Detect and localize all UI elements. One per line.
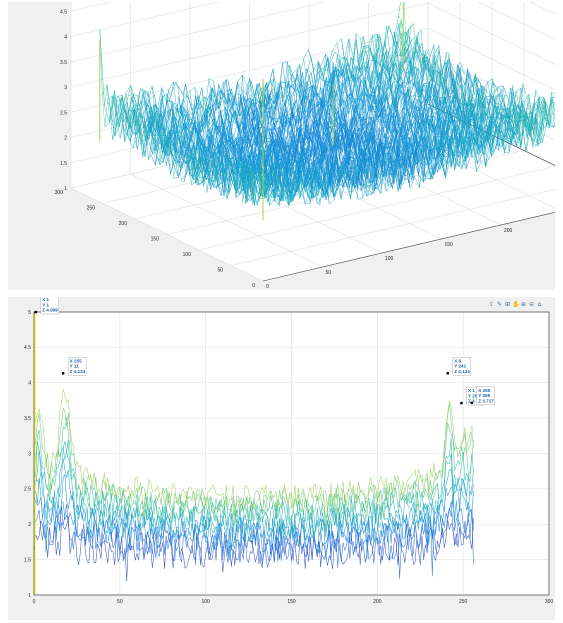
datatip-text: X 1	[42, 297, 49, 302]
x-tick-label: 200	[504, 228, 513, 234]
z-tick-label: 1	[64, 186, 67, 192]
datatip-text: Z 4.999	[42, 308, 58, 313]
datatip: X 1Y 1Z 4.999	[35, 297, 59, 314]
x-tick-label: 0	[266, 284, 269, 290]
y-tick-label: 4	[28, 381, 31, 387]
y-tick-label: 0	[252, 283, 255, 289]
x-tick-label: 100	[385, 256, 394, 262]
datatip-text: Y 241	[454, 364, 466, 369]
y-tick-label: 50	[217, 268, 223, 274]
z-tick-label: 4.5	[60, 9, 67, 15]
datatip-text: Z 3.717	[478, 398, 494, 403]
x-tick-label: 150	[445, 242, 454, 248]
datatip-marker	[35, 311, 37, 313]
z-tick-label: 3.5	[60, 60, 67, 66]
y-tick-label: 150	[151, 237, 160, 243]
datatip-text: X 255	[478, 388, 490, 393]
z-tick-label: 2	[64, 136, 67, 142]
y-tick-label: 300	[55, 190, 64, 196]
z-tick-label: 2.5	[60, 110, 67, 116]
datatip-text: Z 4.134	[70, 369, 86, 374]
datatip-marker	[460, 402, 462, 404]
x-tick-label: 200	[373, 599, 382, 605]
y-tick-label: 250	[87, 206, 96, 212]
y-tick-label: 100	[183, 252, 192, 258]
surface-axes: 05010015020025030005010015020025030011.5…	[55, 2, 555, 290]
datatip-text: Y 1	[42, 302, 49, 307]
datatip-text: X 8	[454, 358, 461, 363]
datatip-text: Z 4.134	[454, 369, 470, 374]
y-tick-label: 2.5	[24, 487, 31, 493]
x-tick-label: 150	[287, 599, 296, 605]
z-tick-label: 3	[64, 85, 67, 91]
x-tick-label: 100	[201, 599, 210, 605]
y-tick-label: 1.5	[24, 557, 31, 563]
surface-plot-panel: 05010015020025030005010015020025030011.5…	[8, 2, 555, 290]
surface-plot: 05010015020025030005010015020025030011.5…	[8, 2, 555, 290]
y-tick-label: 2	[28, 522, 31, 528]
side-view-plot-panel: ⇪ ✎ ⊞ ✋ ⊕ ⊖ ⌂ 0 50 100 150 200 250 300 1 1.5 2 2.5…	[8, 297, 555, 620]
y-tick-label: 1	[28, 593, 31, 599]
datatip-text: Y 11	[70, 364, 80, 369]
y-tick-label: 3	[28, 451, 31, 457]
z-tick-label: 4	[64, 35, 67, 41]
y-tick-label: 3.5	[24, 416, 31, 422]
x-tick-label: 250	[459, 599, 468, 605]
x-tick-label: 0	[33, 599, 36, 605]
x-tick-label: 50	[117, 599, 123, 605]
datatip-text: X 1	[468, 388, 475, 393]
datatip-text: Y 255	[478, 393, 490, 398]
datatip-marker	[471, 402, 473, 404]
y-tick-label: 4.5	[24, 345, 31, 351]
datatip-marker	[447, 372, 449, 374]
x-tick-label: 50	[326, 270, 332, 276]
datatip-text: X 255	[70, 358, 82, 363]
y-tick-label: 200	[119, 221, 128, 227]
side-view-plot: 0 50 100 150 200 250 30011.522.533.544.55X 1Y …	[8, 297, 555, 620]
z-tick-label: 1.5	[60, 161, 67, 167]
x-tick-label: 300	[545, 599, 554, 605]
datatip-marker	[62, 372, 64, 374]
y-tick-label: 5	[28, 310, 31, 316]
